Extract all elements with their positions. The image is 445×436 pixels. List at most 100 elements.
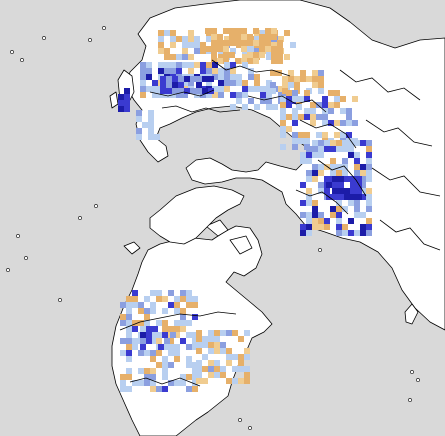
data-cell (214, 336, 220, 342)
data-cell (180, 374, 186, 380)
data-cell (124, 100, 130, 106)
data-cell (150, 386, 156, 392)
country-border (149, 89, 215, 97)
data-cell (218, 68, 224, 74)
data-cell (232, 366, 238, 372)
data-cell (235, 34, 241, 40)
data-cell (316, 114, 322, 120)
data-cell (366, 206, 372, 212)
data-cell (218, 80, 224, 86)
data-cell (170, 332, 176, 338)
data-cell (360, 194, 366, 200)
data-cell (186, 362, 192, 368)
data-cell (166, 88, 172, 94)
data-cell (162, 296, 168, 302)
data-cell (174, 296, 180, 302)
islet (248, 426, 252, 430)
data-cell (192, 302, 198, 308)
data-cell (241, 40, 247, 46)
data-cell (220, 372, 226, 378)
data-cell (300, 224, 306, 230)
data-cell (192, 380, 198, 386)
data-cell (180, 308, 186, 314)
data-cell (342, 230, 348, 236)
data-cell (150, 374, 156, 380)
data-cell (265, 34, 271, 40)
data-cell (200, 48, 206, 54)
data-cell (138, 320, 144, 326)
data-cell (158, 36, 164, 42)
data-cell (166, 76, 172, 82)
country-border (295, 189, 349, 215)
data-cell (298, 96, 304, 102)
data-cell (176, 36, 182, 42)
data-cell (164, 68, 170, 74)
data-cell (188, 68, 194, 74)
country-border (317, 159, 367, 197)
data-cell (196, 342, 202, 348)
data-cell (326, 182, 332, 188)
data-cell (196, 378, 202, 384)
data-cell (286, 90, 292, 96)
data-cell (312, 224, 318, 230)
data-cell (318, 140, 324, 146)
data-cell (196, 366, 202, 372)
data-cell (266, 86, 272, 92)
data-cell (248, 98, 254, 104)
data-cell (312, 170, 318, 176)
data-cell (202, 378, 208, 384)
data-cell (340, 108, 346, 114)
data-cell (124, 88, 130, 94)
data-cell (223, 52, 229, 58)
data-cell (224, 36, 230, 42)
data-cell (348, 140, 354, 146)
data-cell (196, 76, 202, 82)
data-cell (232, 354, 238, 360)
data-cell (280, 96, 286, 102)
data-cell (212, 62, 218, 68)
data-cell (156, 332, 162, 338)
data-cell (186, 332, 192, 338)
data-cell (338, 176, 344, 182)
data-cell (254, 86, 260, 92)
data-cell (280, 102, 286, 108)
data-cell (152, 92, 158, 98)
data-cell (158, 92, 164, 98)
data-cell (126, 308, 132, 314)
data-cell (238, 336, 244, 342)
data-cell (140, 74, 146, 80)
data-cell (266, 104, 272, 110)
data-cell (146, 74, 152, 80)
data-cell (144, 374, 150, 380)
islet (408, 398, 412, 402)
data-cell (223, 58, 229, 64)
data-cell (126, 332, 132, 338)
data-cell (328, 102, 334, 108)
eurasia-landmass (125, 0, 445, 331)
data-cell (162, 326, 168, 332)
islet (238, 418, 242, 422)
data-cell (186, 356, 192, 362)
data-cell (126, 368, 132, 374)
data-cell (340, 120, 346, 126)
data-cell (224, 68, 230, 74)
data-cell (188, 36, 194, 42)
data-cell (226, 348, 232, 354)
data-cell (366, 200, 372, 206)
data-cell (336, 224, 342, 230)
data-cell (288, 70, 294, 76)
data-cell (140, 68, 146, 74)
data-cell (330, 212, 336, 218)
data-cell (254, 104, 260, 110)
iceland (123, 241, 141, 255)
data-cell (136, 134, 142, 140)
data-cell (230, 62, 236, 68)
data-cell (366, 164, 372, 170)
data-cell (229, 28, 235, 34)
data-cell (330, 164, 336, 170)
data-cell (292, 108, 298, 114)
data-cell (217, 34, 223, 40)
data-cell (312, 82, 318, 88)
data-cell (310, 114, 316, 120)
